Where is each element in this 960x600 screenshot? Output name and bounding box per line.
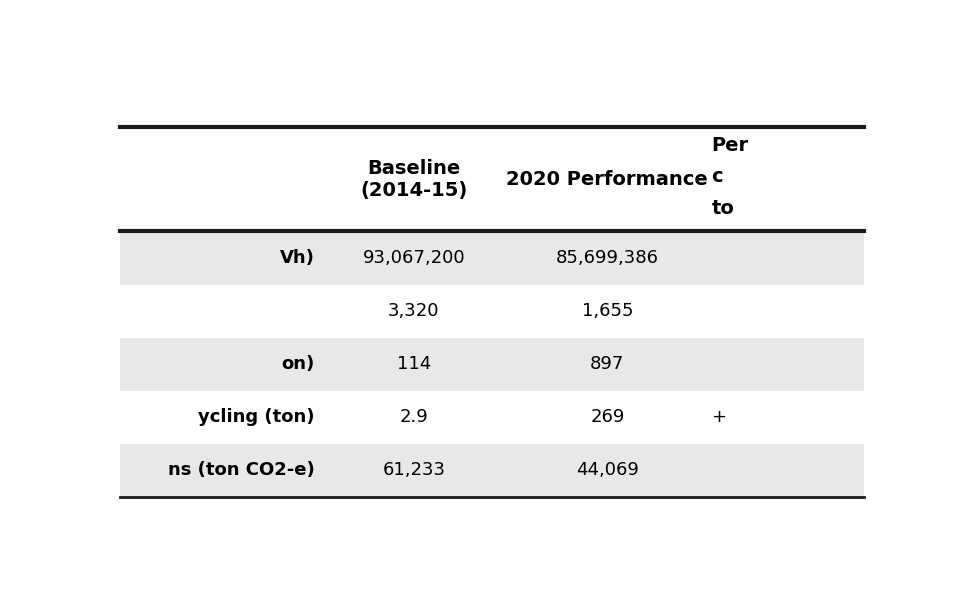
Text: 114: 114 [396, 355, 431, 373]
Bar [120, 444, 864, 497]
Text: +: + [711, 409, 727, 427]
Text: Baseline
(2014-15): Baseline (2014-15) [360, 159, 468, 200]
Bar [120, 232, 864, 284]
Text: Per: Per [711, 136, 749, 155]
Text: 3,320: 3,320 [388, 302, 440, 320]
Text: 85,699,386: 85,699,386 [556, 249, 659, 267]
Text: to: to [711, 199, 734, 218]
Text: 93,067,200: 93,067,200 [363, 249, 466, 267]
Text: c: c [711, 167, 723, 187]
Bar [120, 284, 864, 338]
Text: 61,233: 61,233 [382, 461, 445, 479]
Text: 897: 897 [590, 355, 625, 373]
Text: 269: 269 [590, 409, 625, 427]
Text: 44,069: 44,069 [576, 461, 638, 479]
Text: on): on) [281, 355, 315, 373]
Bar [120, 391, 864, 444]
Text: 2020 Performance: 2020 Performance [507, 170, 708, 189]
Text: Vh): Vh) [280, 249, 315, 267]
Text: 2.9: 2.9 [399, 409, 428, 427]
Text: ns (ton CO2-e): ns (ton CO2-e) [168, 461, 315, 479]
Text: 1,655: 1,655 [582, 302, 633, 320]
Bar [120, 338, 864, 391]
Text: ycling (ton): ycling (ton) [199, 409, 315, 427]
